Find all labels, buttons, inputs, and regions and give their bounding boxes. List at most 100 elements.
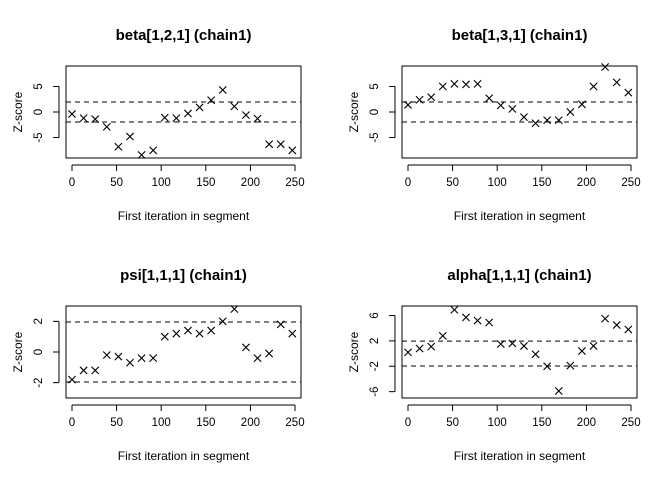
data-point [265, 349, 274, 358]
data-point [183, 109, 192, 118]
data-point [508, 339, 517, 348]
data-point [415, 344, 424, 353]
y-tick-label: 5 [33, 83, 45, 89]
data-point [601, 314, 610, 323]
x-tick-label: 0 [405, 177, 411, 189]
data-point [404, 100, 412, 109]
x-tick-label: 0 [405, 417, 411, 429]
plot-frame [401, 65, 638, 159]
x-axis-label: First iteration in segment [454, 449, 586, 463]
x-tick-label: 100 [488, 177, 507, 189]
plot-frame [65, 305, 302, 399]
x-tick-label: 50 [446, 177, 459, 189]
data-point [195, 329, 204, 338]
x-tick-label: 200 [577, 417, 596, 429]
x-tick-label: 150 [196, 417, 215, 429]
chart-title: beta[1,3,1] (chain1) [452, 27, 588, 44]
data-point [461, 80, 470, 89]
x-tick-label: 150 [532, 177, 551, 189]
y-tick-label: -6 [369, 387, 381, 397]
data-point [612, 321, 621, 330]
data-point [172, 329, 181, 338]
data-point [438, 331, 447, 340]
x-tick-label: 0 [69, 177, 75, 189]
data-point [577, 347, 586, 356]
y-tick-label: 5 [369, 83, 381, 89]
panel-4: alpha[1,1,1] (chain1) -6 -2 2 6 0 50 100 150 200 2… [347, 267, 641, 463]
data-point [114, 352, 123, 361]
chart-title: psi[1,1,1] (chain1) [120, 267, 247, 284]
data-point [91, 366, 100, 375]
data-point [241, 111, 250, 120]
y-tick-label: -2 [33, 378, 45, 388]
data-point [288, 146, 297, 155]
data-point [589, 82, 598, 91]
y-axis-label: Z-score [11, 331, 25, 372]
y-tick-label: 6 [369, 312, 381, 318]
y-tick-label: 0 [33, 109, 45, 115]
plot-frame [401, 305, 638, 399]
y-axis-label: Z-score [347, 331, 361, 372]
x-tick-label: 100 [152, 177, 171, 189]
data-point [218, 317, 227, 326]
data-point [253, 114, 262, 123]
data-point [125, 132, 134, 141]
data-point [68, 110, 76, 119]
x-tick-label: 250 [285, 417, 304, 429]
data-point [91, 115, 100, 124]
data-point [531, 119, 540, 128]
data-point [485, 318, 494, 327]
y-axis-label: Z-score [347, 91, 361, 132]
data-point [415, 95, 424, 104]
data-point [577, 100, 586, 109]
data-point [554, 387, 563, 396]
data-point [496, 340, 505, 349]
data-point [241, 343, 250, 352]
data-point [265, 140, 274, 149]
data-point [624, 88, 633, 97]
data-point [149, 146, 158, 155]
y-axis-label: Z-score [11, 91, 25, 132]
data-point [450, 79, 459, 88]
x-tick-label: 50 [446, 417, 459, 429]
chart-title: beta[1,2,1] (chain1) [116, 27, 252, 44]
data-point [149, 354, 158, 363]
data-point [276, 140, 285, 149]
data-point [79, 366, 88, 375]
data-point [276, 320, 285, 329]
data-point [102, 122, 111, 131]
x-tick-label: 150 [532, 417, 551, 429]
plot-frame [65, 65, 302, 159]
data-point [230, 305, 239, 314]
x-tick-label: 200 [577, 177, 596, 189]
data-point [566, 108, 575, 116]
data-point [160, 332, 169, 341]
data-point [450, 305, 459, 314]
x-tick-label: 150 [196, 177, 215, 189]
y-tick-label: 0 [369, 109, 381, 115]
x-tick-label: 250 [285, 177, 304, 189]
data-point [172, 114, 181, 123]
data-point [114, 142, 123, 151]
data-point [253, 354, 262, 363]
data-point [566, 361, 575, 370]
y-tick-label: -2 [369, 361, 381, 371]
x-tick-label: 250 [621, 177, 640, 189]
x-tick-label: 200 [241, 417, 260, 429]
y-tick-label: 2 [369, 338, 381, 344]
y-tick-label: -5 [33, 132, 45, 142]
data-point [137, 150, 146, 159]
data-point [102, 351, 111, 360]
data-point [207, 326, 216, 335]
x-tick-label: 0 [69, 417, 75, 429]
panel-3: psi[1,1,1] (chain1) -2 0 2 0 50 100 150 200 250 Fi… [11, 267, 305, 463]
y-tick-label: -5 [369, 132, 381, 142]
data-point [473, 79, 482, 88]
data-point [543, 116, 552, 125]
x-tick-label: 50 [110, 417, 123, 429]
data-point [183, 326, 192, 335]
data-point [404, 348, 412, 357]
x-tick-label: 100 [488, 417, 507, 429]
